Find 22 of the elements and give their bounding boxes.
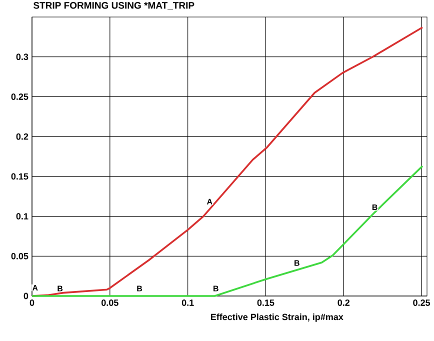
x-tick-label: 0.05 bbox=[102, 300, 118, 306]
x-tick-label: 0.2 bbox=[338, 300, 350, 306]
y-tick-label: 0.15 bbox=[11, 173, 28, 180]
annotation: B bbox=[294, 260, 300, 266]
x-tick-label: 0.1 bbox=[182, 300, 194, 306]
y-tick-label: 0.05 bbox=[11, 252, 28, 260]
annotation: B bbox=[372, 204, 378, 210]
x-tick-label: 0 bbox=[30, 300, 34, 306]
annotation: A bbox=[32, 285, 38, 291]
x-tick-label: 0.15 bbox=[257, 300, 274, 306]
y-tick-label: 0 bbox=[24, 292, 28, 300]
x-tick-label: 0.25 bbox=[413, 300, 430, 306]
annotation: A bbox=[206, 198, 212, 204]
annotation: B bbox=[58, 286, 63, 292]
annotation: B bbox=[214, 286, 218, 292]
chart-title: STRIP FORMING USING *MAT_TRIP bbox=[33, 2, 194, 10]
y-tick-label: 0.1 bbox=[16, 213, 28, 220]
x-axis-title: Effective Plastic Strain, ip#max bbox=[210, 314, 344, 322]
annotation: B bbox=[137, 286, 142, 292]
y-tick-label: 0.3 bbox=[16, 54, 28, 60]
y-tick-label: 0.25 bbox=[11, 94, 28, 100]
y-tick-label: 0.2 bbox=[16, 133, 28, 140]
